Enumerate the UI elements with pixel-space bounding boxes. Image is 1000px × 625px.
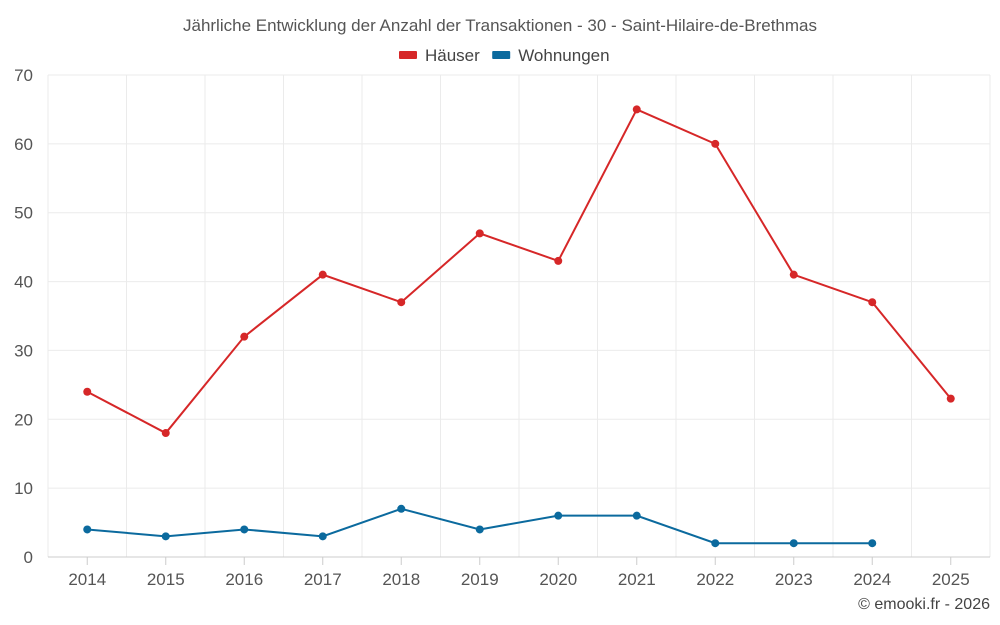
data-point[interactable] — [318, 270, 327, 279]
legend-label: Häuser — [425, 46, 480, 65]
x-tick-label: 2017 — [304, 570, 342, 589]
y-axis: 0 10 20 30 40 50 60 70 — [14, 66, 33, 567]
data-point[interactable] — [868, 298, 877, 307]
data-point[interactable] — [161, 532, 170, 541]
x-tick-label: 2025 — [932, 570, 970, 589]
data-point[interactable] — [946, 394, 955, 403]
x-tick-label: 2015 — [147, 570, 185, 589]
x-tick-label: 2021 — [618, 570, 656, 589]
legend: Häuser Wohnungen — [399, 46, 610, 65]
y-tick-label: 30 — [14, 341, 33, 360]
data-point[interactable] — [83, 387, 92, 396]
data-point[interactable] — [318, 532, 327, 541]
data-point[interactable] — [789, 270, 798, 279]
data-point[interactable] — [475, 525, 484, 534]
data-point[interactable] — [711, 139, 720, 148]
y-tick-label: 60 — [14, 135, 33, 154]
series-line-haeuser — [86, 108, 952, 435]
x-tick-label: 2023 — [775, 570, 813, 589]
data-point[interactable] — [554, 511, 563, 520]
x-tick-label: 2022 — [696, 570, 734, 589]
legend-item-haeuser[interactable]: Häuser — [399, 46, 480, 65]
data-point[interactable] — [475, 229, 484, 238]
data-point[interactable] — [83, 525, 92, 534]
x-tick-label: 2014 — [68, 570, 106, 589]
y-tick-label: 20 — [14, 410, 33, 429]
grid — [47, 74, 991, 557]
x-tick-label: 2019 — [461, 570, 499, 589]
x-tick-label: 2016 — [225, 570, 263, 589]
data-point[interactable] — [397, 504, 406, 513]
y-tick-label: 70 — [14, 66, 33, 85]
x-tick-label: 2018 — [382, 570, 420, 589]
y-tick-label: 40 — [14, 273, 33, 292]
x-tick-label: 2024 — [853, 570, 891, 589]
data-point[interactable] — [240, 332, 249, 341]
legend-item-wohnungen[interactable]: Wohnungen — [492, 46, 610, 65]
y-tick-label: 10 — [14, 479, 33, 498]
data-point[interactable] — [632, 511, 641, 520]
x-axis: 2014 2015 2016 2017 2018 2019 2020 2021 2022 2023… — [48, 556, 990, 589]
y-tick-label: 0 — [24, 548, 33, 567]
chart-title: Jährliche Entwicklung der Anzahl der Tra… — [183, 16, 817, 35]
legend-label: Wohnungen — [518, 46, 609, 65]
data-point[interactable] — [868, 539, 877, 548]
data-point[interactable] — [240, 525, 249, 534]
series-group — [83, 105, 955, 548]
credit-text: © emooki.fr - 2026 — [858, 596, 990, 613]
data-point[interactable] — [632, 105, 641, 114]
y-tick-label: 50 — [14, 204, 33, 223]
data-point[interactable] — [789, 539, 798, 548]
data-point[interactable] — [711, 539, 720, 548]
legend-swatch — [492, 51, 511, 59]
legend-swatch — [399, 51, 417, 59]
data-point[interactable] — [161, 429, 170, 438]
data-point[interactable] — [397, 298, 406, 307]
data-point[interactable] — [554, 256, 563, 265]
x-tick-label: 2020 — [539, 570, 577, 589]
